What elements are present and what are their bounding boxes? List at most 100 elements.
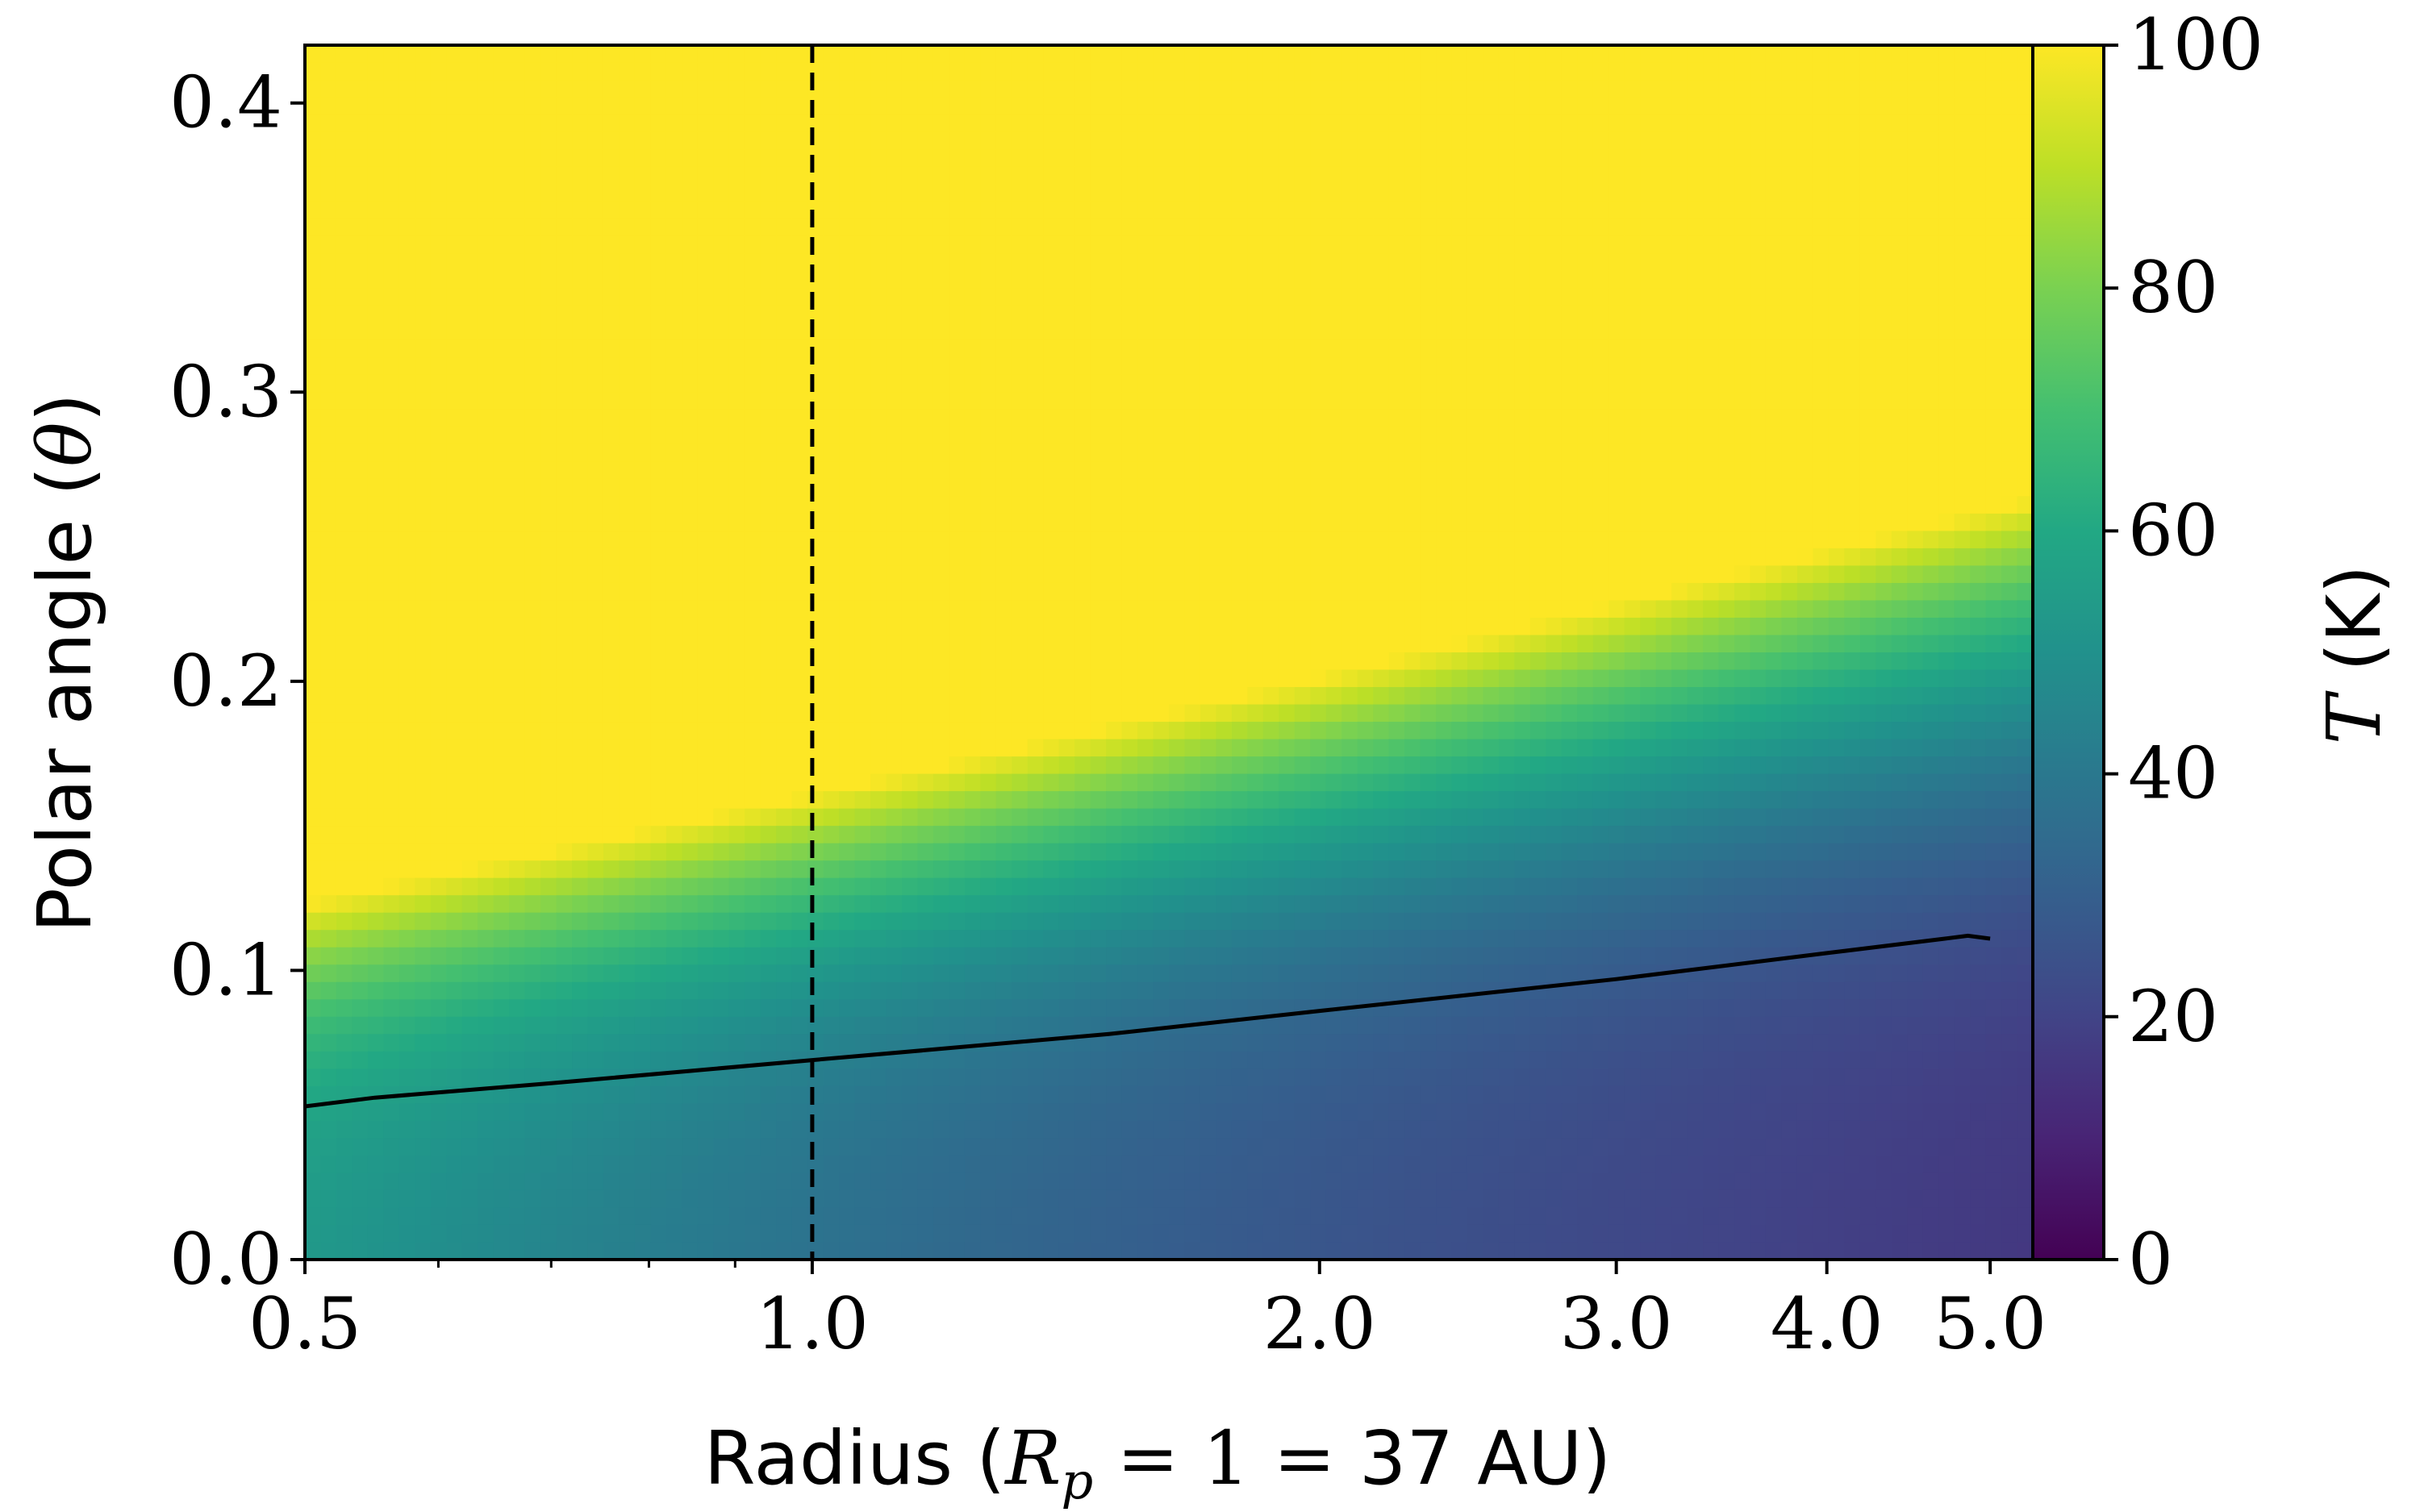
heatmap-cell: [1200, 97, 1217, 115]
heatmap-cell: [1373, 687, 1390, 706]
heatmap-cell: [352, 357, 369, 376]
heatmap-cell: [995, 166, 1013, 185]
heatmap-cell: [1765, 219, 1783, 237]
heatmap-cell: [886, 704, 903, 723]
heatmap-cell: [1294, 427, 1312, 445]
heatmap-cell: [1624, 253, 1641, 272]
heatmap-cell: [886, 600, 903, 619]
heatmap-cell: [1153, 513, 1170, 532]
heatmap-cell: [1247, 184, 1264, 202]
heatmap-cell: [666, 339, 683, 359]
heatmap-cell: [823, 669, 840, 688]
heatmap-cell: [1922, 323, 1939, 341]
heatmap-cell: [980, 184, 997, 202]
heatmap-cell: [352, 669, 369, 688]
heatmap-cell: [1640, 409, 1657, 428]
heatmap-cell: [1985, 409, 2002, 428]
heatmap-cell: [964, 531, 982, 549]
heatmap-cell: [1938, 531, 1955, 549]
heatmap-cell: [1640, 531, 1657, 549]
heatmap-cell: [1404, 149, 1421, 168]
heatmap-cell: [745, 444, 761, 463]
heatmap-cell: [745, 513, 761, 532]
heatmap-cell: [1090, 773, 1107, 792]
heatmap-cell: [587, 427, 604, 445]
heatmap-cell: [1137, 409, 1154, 428]
heatmap-cell: [1876, 582, 1892, 602]
heatmap-cell: [336, 461, 353, 480]
heatmap-cell: [728, 201, 746, 219]
heatmap-cell: [745, 374, 761, 394]
heatmap-cell: [352, 756, 369, 775]
heatmap-cell: [1357, 97, 1374, 115]
heatmap-cell: [1765, 600, 1783, 619]
heatmap-cell: [556, 826, 573, 844]
heatmap-cell: [1436, 531, 1453, 549]
heatmap-cell: [430, 478, 448, 498]
heatmap-cell: [964, 184, 982, 202]
heatmap-cell: [1608, 97, 1625, 115]
heatmap-cell: [933, 756, 950, 775]
heatmap-cell: [1357, 131, 1374, 150]
heatmap-cell: [336, 305, 353, 324]
heatmap-cell: [1970, 548, 1987, 567]
heatmap-cell: [415, 219, 432, 237]
heatmap-cell: [1137, 235, 1154, 254]
heatmap-cell: [1310, 357, 1327, 376]
heatmap-cell: [1577, 704, 1594, 723]
heatmap-cell: [1813, 201, 1830, 219]
heatmap-cell: [886, 808, 903, 827]
heatmap-cell: [1498, 305, 1516, 324]
heatmap-cell: [1231, 219, 1249, 237]
heatmap-cell: [901, 444, 919, 463]
heatmap-cell: [839, 323, 856, 341]
heatmap-cell: [870, 635, 887, 653]
heatmap-cell: [823, 444, 840, 463]
heatmap-cell: [1404, 565, 1421, 584]
heatmap-cell: [430, 288, 448, 306]
heatmap-cell: [320, 184, 337, 202]
heatmap-cell: [1514, 756, 1531, 775]
heatmap-cell: [1734, 339, 1751, 359]
heatmap-cell: [776, 773, 793, 792]
heatmap-cell: [1498, 756, 1516, 775]
heatmap-cell: [430, 513, 448, 532]
heatmap-cell: [1954, 461, 1971, 480]
heatmap-cell: [430, 131, 448, 150]
heatmap-cell: [728, 270, 746, 289]
heatmap-cell: [1483, 565, 1500, 584]
heatmap-cell: [367, 791, 385, 810]
heatmap-cell: [383, 704, 400, 723]
heatmap-cell: [383, 45, 400, 64]
heatmap-cell: [383, 80, 400, 98]
heatmap-cell: [1012, 288, 1028, 306]
heatmap-cell: [1184, 635, 1201, 653]
heatmap-cell: [352, 478, 369, 498]
heatmap-cell: [1529, 531, 1547, 549]
heatmap-cell: [478, 374, 494, 394]
heatmap-cell: [1655, 166, 1672, 185]
heatmap-cell: [650, 687, 667, 706]
heatmap-cell: [1859, 444, 1877, 463]
heatmap-cell: [461, 201, 478, 219]
heatmap-cell: [461, 600, 478, 619]
heatmap-cell: [336, 149, 353, 168]
heatmap-cell: [1561, 478, 1579, 498]
heatmap-cell: [1012, 184, 1028, 202]
heatmap-cell: [1216, 808, 1233, 827]
heatmap-cell: [461, 409, 478, 428]
heatmap-cell: [1137, 339, 1154, 359]
heatmap-cell: [320, 739, 337, 757]
heatmap-cell: [1922, 687, 1939, 706]
heatmap-cell: [446, 496, 463, 514]
heatmap-cell: [1451, 427, 1468, 445]
heatmap-cell: [1954, 427, 1971, 445]
heatmap-cell: [367, 826, 385, 844]
heatmap-cell: [1451, 409, 1468, 428]
heatmap-cell: [964, 288, 982, 306]
heatmap-cell: [493, 80, 510, 98]
heatmap-cell: [587, 305, 604, 324]
heatmap-cell: [760, 235, 777, 254]
heatmap-cell: [1577, 201, 1594, 219]
heatmap-cell: [1922, 409, 1939, 428]
